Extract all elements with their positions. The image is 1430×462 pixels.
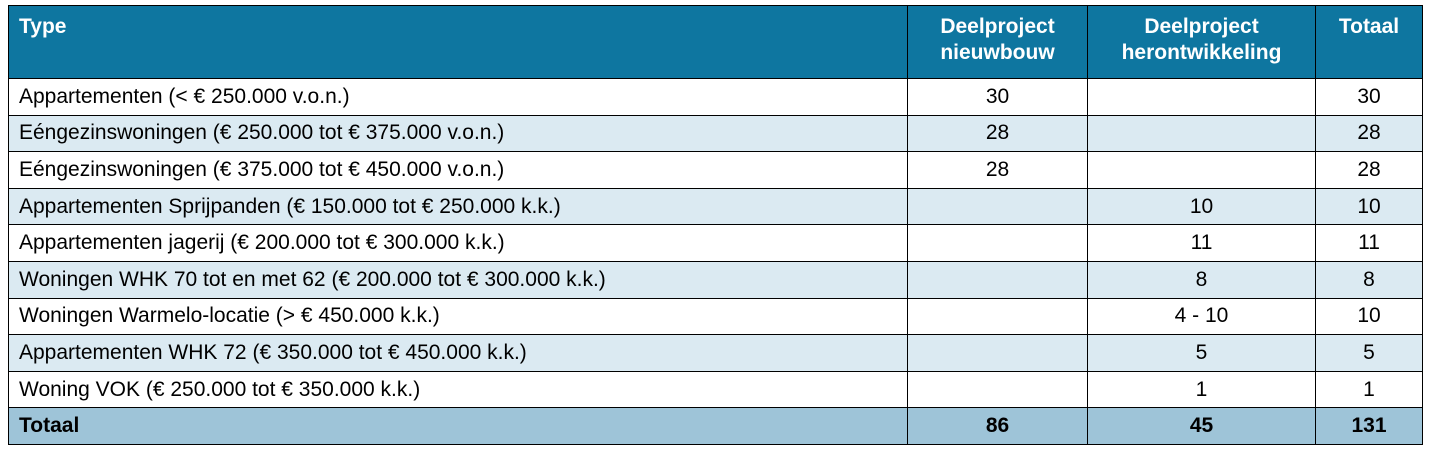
value-cell xyxy=(907,187,1088,226)
value-cell: 28 xyxy=(907,151,1088,189)
value-cell: 8 xyxy=(1087,260,1316,299)
header-cell: Deelproject nieuwbouw xyxy=(907,5,1088,79)
value-cell xyxy=(1087,114,1316,153)
type-cell: Appartementen WHK 72 (€ 350.000 tot € 45… xyxy=(8,334,908,372)
type-cell: Woningen WHK 70 tot en met 62 (€ 200.000… xyxy=(8,260,908,299)
value-cell: 28 xyxy=(1315,151,1423,189)
header-row: Type Deelproject nieuwbouw Deelproject h… xyxy=(8,5,1423,79)
table-row: Appartementen WHK 72 (€ 350.000 tot € 45… xyxy=(8,334,1423,372)
table-row: Woning VOK (€ 250.000 tot € 350.000 k.k.… xyxy=(8,370,1423,409)
value-cell: 30 xyxy=(1315,78,1423,116)
value-cell: 30 xyxy=(907,78,1088,116)
value-cell: 5 xyxy=(1315,334,1423,372)
value-cell: 28 xyxy=(907,114,1088,153)
type-cell: Appartementen jagerij (€ 200.000 tot € 3… xyxy=(8,224,908,262)
type-cell: Eéngezinswoningen (€ 250.000 tot € 375.0… xyxy=(8,114,908,153)
value-cell xyxy=(1087,151,1316,189)
value-cell xyxy=(907,297,1088,336)
value-cell xyxy=(907,224,1088,262)
header-cell: Deelproject herontwikkeling xyxy=(1087,5,1316,79)
table-row: Eéngezinswoningen (€ 375.000 tot € 450.0… xyxy=(8,151,1423,189)
type-cell: Totaal xyxy=(8,407,908,445)
value-cell: 86 xyxy=(907,407,1088,445)
data-table: Type Deelproject nieuwbouw Deelproject h… xyxy=(8,5,1423,445)
value-cell xyxy=(907,260,1088,299)
value-cell: 45 xyxy=(1087,407,1316,445)
value-cell: 1 xyxy=(1087,370,1316,409)
table-row: Eéngezinswoningen (€ 250.000 tot € 375.0… xyxy=(8,114,1423,153)
type-cell: Woningen Warmelo-locatie (> € 450.000 k.… xyxy=(8,297,908,336)
table-row: Appartementen (< € 250.000 v.o.n.) 30 30 xyxy=(8,78,1423,116)
table-row: Appartementen Sprijpanden (€ 150.000 tot… xyxy=(8,187,1423,226)
value-cell: 5 xyxy=(1087,334,1316,372)
value-cell: 131 xyxy=(1315,407,1423,445)
header-cell: Totaal xyxy=(1315,5,1423,79)
type-cell: Appartementen Sprijpanden (€ 150.000 tot… xyxy=(8,187,908,226)
value-cell: 4 - 10 xyxy=(1087,297,1316,336)
value-cell: 8 xyxy=(1315,260,1423,299)
value-cell xyxy=(907,370,1088,409)
table-body: Appartementen (< € 250.000 v.o.n.) 30 30 Eé… xyxy=(8,78,1423,445)
value-cell: 10 xyxy=(1087,187,1316,226)
value-cell xyxy=(1087,78,1316,116)
header-cell: Type xyxy=(8,5,908,79)
type-cell: Woning VOK (€ 250.000 tot € 350.000 k.k.… xyxy=(8,370,908,409)
value-cell: 11 xyxy=(1315,224,1423,262)
value-cell xyxy=(907,334,1088,372)
value-cell: 1 xyxy=(1315,370,1423,409)
value-cell: 28 xyxy=(1315,114,1423,153)
value-cell: 11 xyxy=(1087,224,1316,262)
table-row: Appartementen jagerij (€ 200.000 tot € 3… xyxy=(8,224,1423,262)
table-row: Woningen Warmelo-locatie (> € 450.000 k.… xyxy=(8,297,1423,336)
total-row: Totaal 86 45 131 xyxy=(8,407,1423,445)
table-row: Woningen WHK 70 tot en met 62 (€ 200.000… xyxy=(8,260,1423,299)
value-cell: 10 xyxy=(1315,297,1423,336)
type-cell: Eéngezinswoningen (€ 375.000 tot € 450.0… xyxy=(8,151,908,189)
type-cell: Appartementen (< € 250.000 v.o.n.) xyxy=(8,78,908,116)
value-cell: 10 xyxy=(1315,187,1423,226)
